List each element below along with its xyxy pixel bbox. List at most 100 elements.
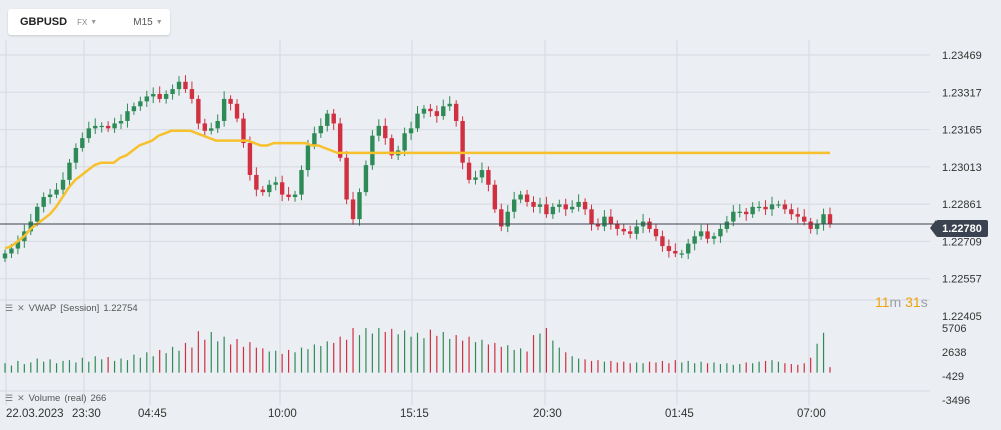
candle-body	[634, 226, 639, 234]
candle-body	[731, 211, 736, 222]
candle-body	[157, 94, 162, 99]
vwap-value: 1.22754	[103, 303, 138, 314]
candle-body	[737, 211, 742, 213]
candle-body	[138, 101, 143, 107]
candle-body	[744, 211, 749, 215]
candle-body	[505, 211, 510, 227]
candle-body	[67, 162, 72, 180]
candle-body	[331, 113, 336, 124]
candle-body	[318, 125, 324, 134]
candle-body	[93, 125, 98, 129]
candle-body	[112, 123, 117, 129]
volume-param: (real)	[64, 393, 87, 404]
price-tick-label: 1.23165	[942, 125, 982, 137]
price-axis: 1.23469 1.23317 1.23165 1.23013 1.22861 1.227…	[942, 50, 982, 323]
candle-body	[576, 201, 581, 207]
candle-body	[827, 214, 833, 225]
candle-body	[466, 162, 472, 180]
chevron-down-icon[interactable]: ▼	[90, 18, 98, 26]
candle-body	[582, 201, 588, 210]
candle-body	[363, 165, 369, 193]
candle-body	[531, 201, 536, 207]
candle-body	[569, 206, 575, 210]
candle-body	[615, 224, 620, 229]
candle-body	[292, 194, 298, 198]
candle-body	[595, 224, 601, 227]
price-tick-label: 1.23013	[942, 162, 982, 174]
candle-body	[125, 111, 130, 121]
candle-body	[686, 243, 691, 254]
current-price-tag: 1.22780	[930, 220, 988, 237]
price-tick-label: 1.22861	[942, 199, 982, 211]
candle-body	[563, 204, 568, 210]
candle-body	[35, 206, 40, 222]
candle-body	[627, 231, 633, 234]
time-tick-label: 10:00	[268, 408, 297, 420]
candle-body	[666, 246, 672, 251]
candle-body	[499, 209, 504, 227]
candle-body	[763, 206, 768, 210]
volume-tick-label: 5706	[942, 323, 966, 335]
candle-body	[357, 192, 362, 220]
candle-body	[473, 177, 478, 180]
candle-body	[54, 189, 59, 195]
candle-body	[421, 108, 427, 114]
close-icon[interactable]: ✕	[17, 303, 25, 313]
candle-body	[789, 209, 794, 215]
candle-body	[782, 204, 788, 210]
vwap-legend: ☰ ✕ VWAP [Session] 1.22754	[5, 303, 138, 314]
close-icon[interactable]: ✕	[17, 393, 25, 403]
chevron-down-icon[interactable]: ▼	[155, 18, 163, 26]
candle-body	[196, 98, 201, 124]
candle-body	[99, 125, 104, 128]
timeframe-selector[interactable]: M15	[133, 16, 153, 28]
candle-body	[350, 199, 356, 220]
candle-body	[724, 221, 730, 229]
candle-body	[176, 81, 182, 90]
candle-body	[247, 143, 253, 175]
market-type: FX	[77, 17, 88, 27]
candle-body	[370, 135, 375, 166]
candle-body	[118, 120, 124, 124]
volume-bars	[4, 328, 831, 373]
candle-body	[479, 170, 485, 178]
candle-body	[383, 125, 388, 139]
price-tick-label: 1.23469	[942, 50, 982, 62]
candle-body	[260, 189, 266, 193]
candle-body	[441, 106, 446, 117]
price-tick-label: 1.22557	[942, 274, 982, 286]
candle-body	[808, 221, 813, 229]
candle-body	[795, 214, 800, 217]
candle-body	[698, 231, 704, 237]
candle-body	[492, 184, 498, 210]
symbol-name[interactable]: GBPUSD	[20, 16, 68, 28]
candle-body	[344, 157, 349, 200]
candle-body	[511, 199, 517, 212]
candle-body	[550, 206, 556, 215]
symbol-selector-bar[interactable]: GBPUSD FX ▼ M15 ▼	[8, 9, 170, 35]
candle-body	[60, 179, 66, 190]
volume-legend: ☰ ✕ Volume (real) 266	[5, 393, 106, 404]
time-tick-label: 04:45	[138, 408, 167, 420]
candle-body	[821, 214, 826, 225]
time-axis: 22.03.2023 23:30 04:45 10:00 15:15 20:30 01:45…	[6, 408, 826, 420]
candle-body	[86, 128, 91, 139]
candle-body	[679, 253, 684, 255]
candle-body	[776, 204, 781, 206]
candle-body	[518, 194, 523, 200]
candle-body	[15, 241, 21, 249]
candle-body	[9, 248, 14, 254]
candle-body	[750, 206, 755, 215]
volume-tick-label: -3496	[942, 395, 970, 407]
chart-grid	[0, 40, 930, 405]
menu-icon[interactable]: ☰	[5, 393, 14, 403]
candle-body	[653, 228, 659, 237]
candle-body	[163, 94, 169, 99]
vwap-line	[4, 129, 830, 250]
candle-body	[325, 113, 330, 126]
candle-body	[47, 194, 53, 198]
candle-body	[647, 221, 652, 229]
candle-body	[802, 216, 807, 222]
menu-icon[interactable]: ☰	[5, 303, 14, 313]
